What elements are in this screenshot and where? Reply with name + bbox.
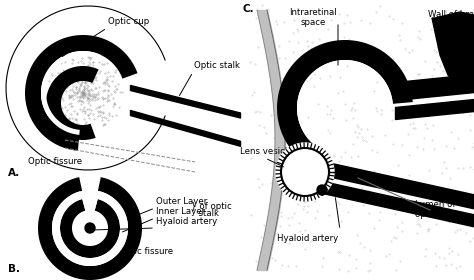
Circle shape	[85, 223, 95, 233]
Circle shape	[281, 148, 329, 196]
Text: Inner Layer: Inner Layer	[156, 207, 205, 216]
Polygon shape	[60, 199, 120, 258]
Text: Lens vesicle: Lens vesicle	[240, 147, 292, 156]
Text: C.: C.	[243, 4, 255, 14]
Text: Hyaloid artery: Hyaloid artery	[277, 234, 338, 243]
Polygon shape	[25, 35, 137, 151]
Text: Lumen of
optic stalk: Lumen of optic stalk	[415, 200, 459, 220]
Text: Hyaloid artery: Hyaloid artery	[156, 217, 217, 226]
Text: Intraretinal
space: Intraretinal space	[289, 8, 337, 27]
Polygon shape	[78, 171, 102, 196]
Circle shape	[317, 185, 327, 195]
Text: A.: A.	[8, 168, 20, 178]
Text: Optic fissure: Optic fissure	[28, 157, 82, 166]
Polygon shape	[277, 40, 413, 167]
Polygon shape	[38, 177, 142, 280]
Text: Optic fissure: Optic fissure	[119, 247, 173, 256]
Polygon shape	[41, 51, 101, 135]
Polygon shape	[52, 191, 128, 266]
Text: B.: B.	[8, 264, 20, 274]
Text: Outer Layer: Outer Layer	[156, 197, 207, 206]
Text: } of optic: } of optic	[191, 202, 232, 211]
Polygon shape	[81, 193, 99, 215]
Polygon shape	[432, 12, 474, 90]
Polygon shape	[297, 60, 393, 150]
Text: Wall of brain: Wall of brain	[428, 10, 474, 19]
Circle shape	[276, 143, 334, 201]
Text: Optic cup: Optic cup	[108, 17, 149, 26]
Polygon shape	[46, 66, 99, 140]
Text: Optic stalk: Optic stalk	[194, 61, 240, 70]
Text: stalk: stalk	[193, 209, 219, 218]
